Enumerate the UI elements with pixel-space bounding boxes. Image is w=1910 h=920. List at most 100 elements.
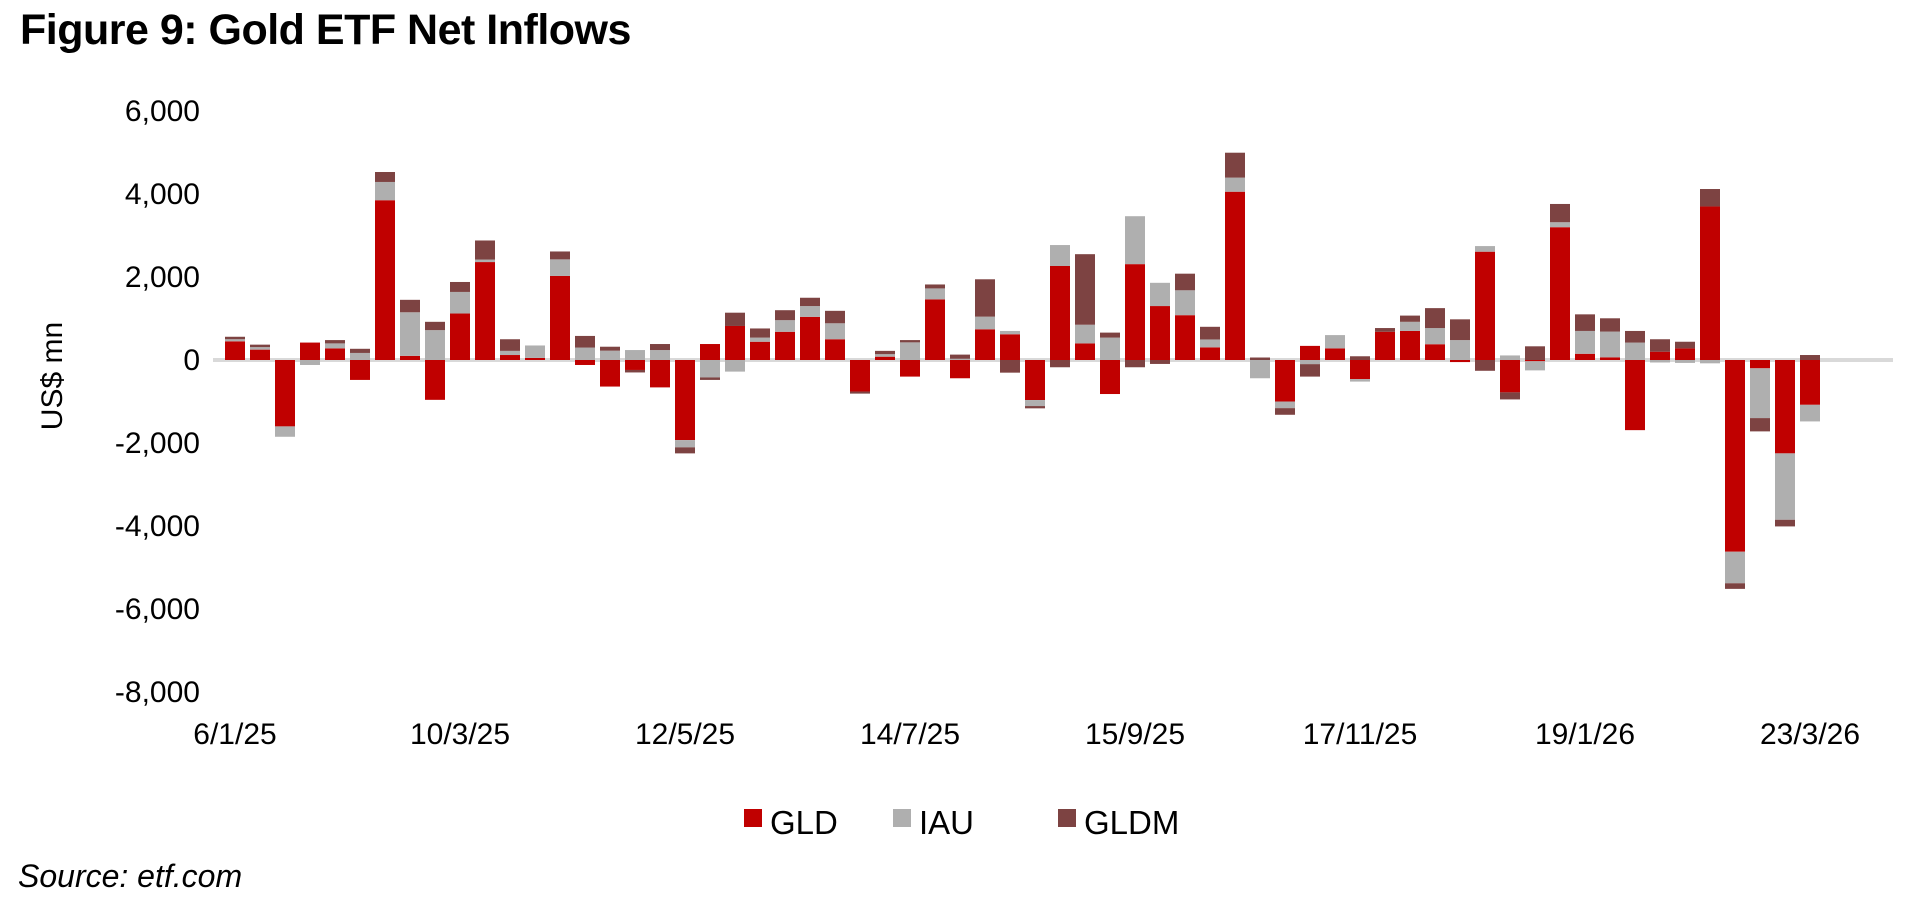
bar-segment-iau: [1750, 368, 1770, 419]
bar-segment-gldm: [575, 335, 595, 348]
bar-segment-gldm: [775, 310, 795, 321]
bar-segment-iau: [1325, 335, 1345, 349]
bar-segment-iau: [1800, 404, 1820, 422]
y-tick-label: -4,000: [115, 510, 200, 543]
bar-segment-iau: [950, 358, 970, 360]
x-tick-label: 23/3/26: [1760, 718, 1860, 751]
bar-segment-iau: [975, 316, 995, 330]
x-tick-label: 6/1/25: [193, 718, 276, 751]
bar-segment-gldm: [1275, 408, 1295, 415]
bar-segment-gld: [1175, 315, 1195, 360]
bar-segment-gld: [575, 360, 595, 365]
bar-segment-iau: [775, 320, 795, 332]
bar-segment-gld: [500, 355, 520, 360]
bar-segment-gldm: [1500, 392, 1520, 400]
bar-segment-gldm: [925, 284, 945, 289]
y-tick-label: -6,000: [115, 593, 200, 626]
bar-segment-iau: [1525, 361, 1545, 371]
bar-segment-gldm: [1075, 254, 1095, 325]
bar-segment-iau: [800, 306, 820, 317]
bar-segment-gld: [1100, 360, 1120, 395]
bar-segment-gldm: [675, 447, 695, 454]
bar-segment-gldm: [1150, 360, 1170, 364]
bar-segment-iau: [275, 426, 295, 437]
y-tick-label: -8,000: [115, 676, 200, 709]
y-tick-label: -2,000: [115, 427, 200, 460]
bar-segment-gld: [325, 348, 345, 360]
bar-segment-gld: [1125, 264, 1145, 360]
x-tick-label: 19/1/26: [1535, 718, 1635, 751]
legend-swatch-iau: [893, 809, 911, 827]
bar-segment-gldm: [1000, 360, 1020, 373]
bar-segment-gldm: [1425, 308, 1445, 329]
bar-segment-gldm: [1775, 519, 1795, 527]
x-tick-label: 15/9/25: [1085, 718, 1185, 751]
bar-segment-gld: [1450, 360, 1470, 363]
bar-segment-iau: [525, 345, 545, 358]
bar-segment-gldm: [450, 281, 470, 292]
bar-segment-iau: [825, 323, 845, 340]
source-note: Source: etf.com: [18, 858, 243, 894]
bar-segment-gld: [875, 356, 895, 360]
bar-segment-gldm: [1650, 339, 1670, 352]
bar-segment-gld: [425, 360, 445, 400]
figure-title: Figure 9: Gold ETF Net Inflows: [20, 6, 631, 54]
bar-segment-gldm: [1400, 315, 1420, 322]
bar-segment-iau: [1550, 222, 1570, 228]
bar-segment-iau: [450, 291, 470, 314]
bar-segment-iau: [1400, 321, 1420, 331]
bar-segment-iau: [375, 181, 395, 201]
bar-segment-iau: [875, 354, 895, 357]
bar-segment-gld: [650, 360, 670, 388]
bar-segment-iau: [475, 259, 495, 263]
bar-segment-gldm: [975, 279, 995, 317]
bar-segment-iau: [1700, 360, 1720, 364]
bar-segment-gldm: [1475, 360, 1495, 371]
bar-segment-gld: [1575, 353, 1595, 360]
bar-segment-iau: [650, 350, 670, 360]
bar-segment-iau: [250, 347, 270, 350]
bar-segment-gld: [1050, 266, 1070, 360]
bar-segment-gld: [1725, 360, 1745, 552]
bar-segment-iau: [400, 312, 420, 356]
bar-segment-gldm: [625, 369, 645, 373]
bar-segment-iau: [1575, 330, 1595, 354]
bar-segment-iau: [1725, 551, 1745, 584]
bar-segment-gldm: [325, 340, 345, 344]
bar-segment-gld: [1075, 343, 1095, 360]
bar-segment-iau: [1450, 340, 1470, 360]
bar-segment-gld: [400, 355, 420, 360]
bar-segment-iau: [675, 440, 695, 448]
legend-label-gld: GLD: [770, 804, 838, 841]
bar-segment-gld: [1550, 227, 1570, 360]
bar-segment-iau: [900, 342, 920, 360]
x-tick-label: 12/5/25: [635, 718, 735, 751]
bar-segment-iau: [750, 337, 770, 342]
bar-segment-gld: [1475, 251, 1495, 360]
bar-segment-gldm: [400, 299, 420, 313]
bar-segment-gldm: [900, 340, 920, 343]
bar-segment-iau: [600, 350, 620, 360]
bar-segment-gld: [725, 325, 745, 360]
bar-segment-iau: [1350, 379, 1370, 382]
bar-segment-gld: [1225, 191, 1245, 360]
bar-segment-iau: [700, 360, 720, 378]
bar-segment-gld: [250, 349, 270, 360]
bar-segment-gldm: [825, 310, 845, 324]
bar-segment-gldm: [1750, 418, 1770, 432]
bar-segment-iau: [1025, 400, 1045, 407]
y-tick-label: 4,000: [125, 178, 200, 211]
bar-segment-iau: [300, 360, 320, 365]
bar-segment-gld: [1300, 345, 1320, 360]
bar-segment-gldm: [1175, 273, 1195, 291]
bar-segment-gldm: [1250, 357, 1270, 360]
bar-segment-iau: [500, 350, 520, 356]
bar-segment-gld: [475, 262, 495, 360]
bar-segment-iau: [350, 352, 370, 360]
bar-segment-iau: [550, 259, 570, 276]
bar-segment-iau: [1500, 355, 1520, 360]
bar-segment-gld: [950, 360, 970, 379]
bar-segment-iau: [925, 288, 945, 300]
x-tick-label: 10/3/25: [410, 718, 510, 751]
bar-segment-iau: [1675, 360, 1695, 363]
